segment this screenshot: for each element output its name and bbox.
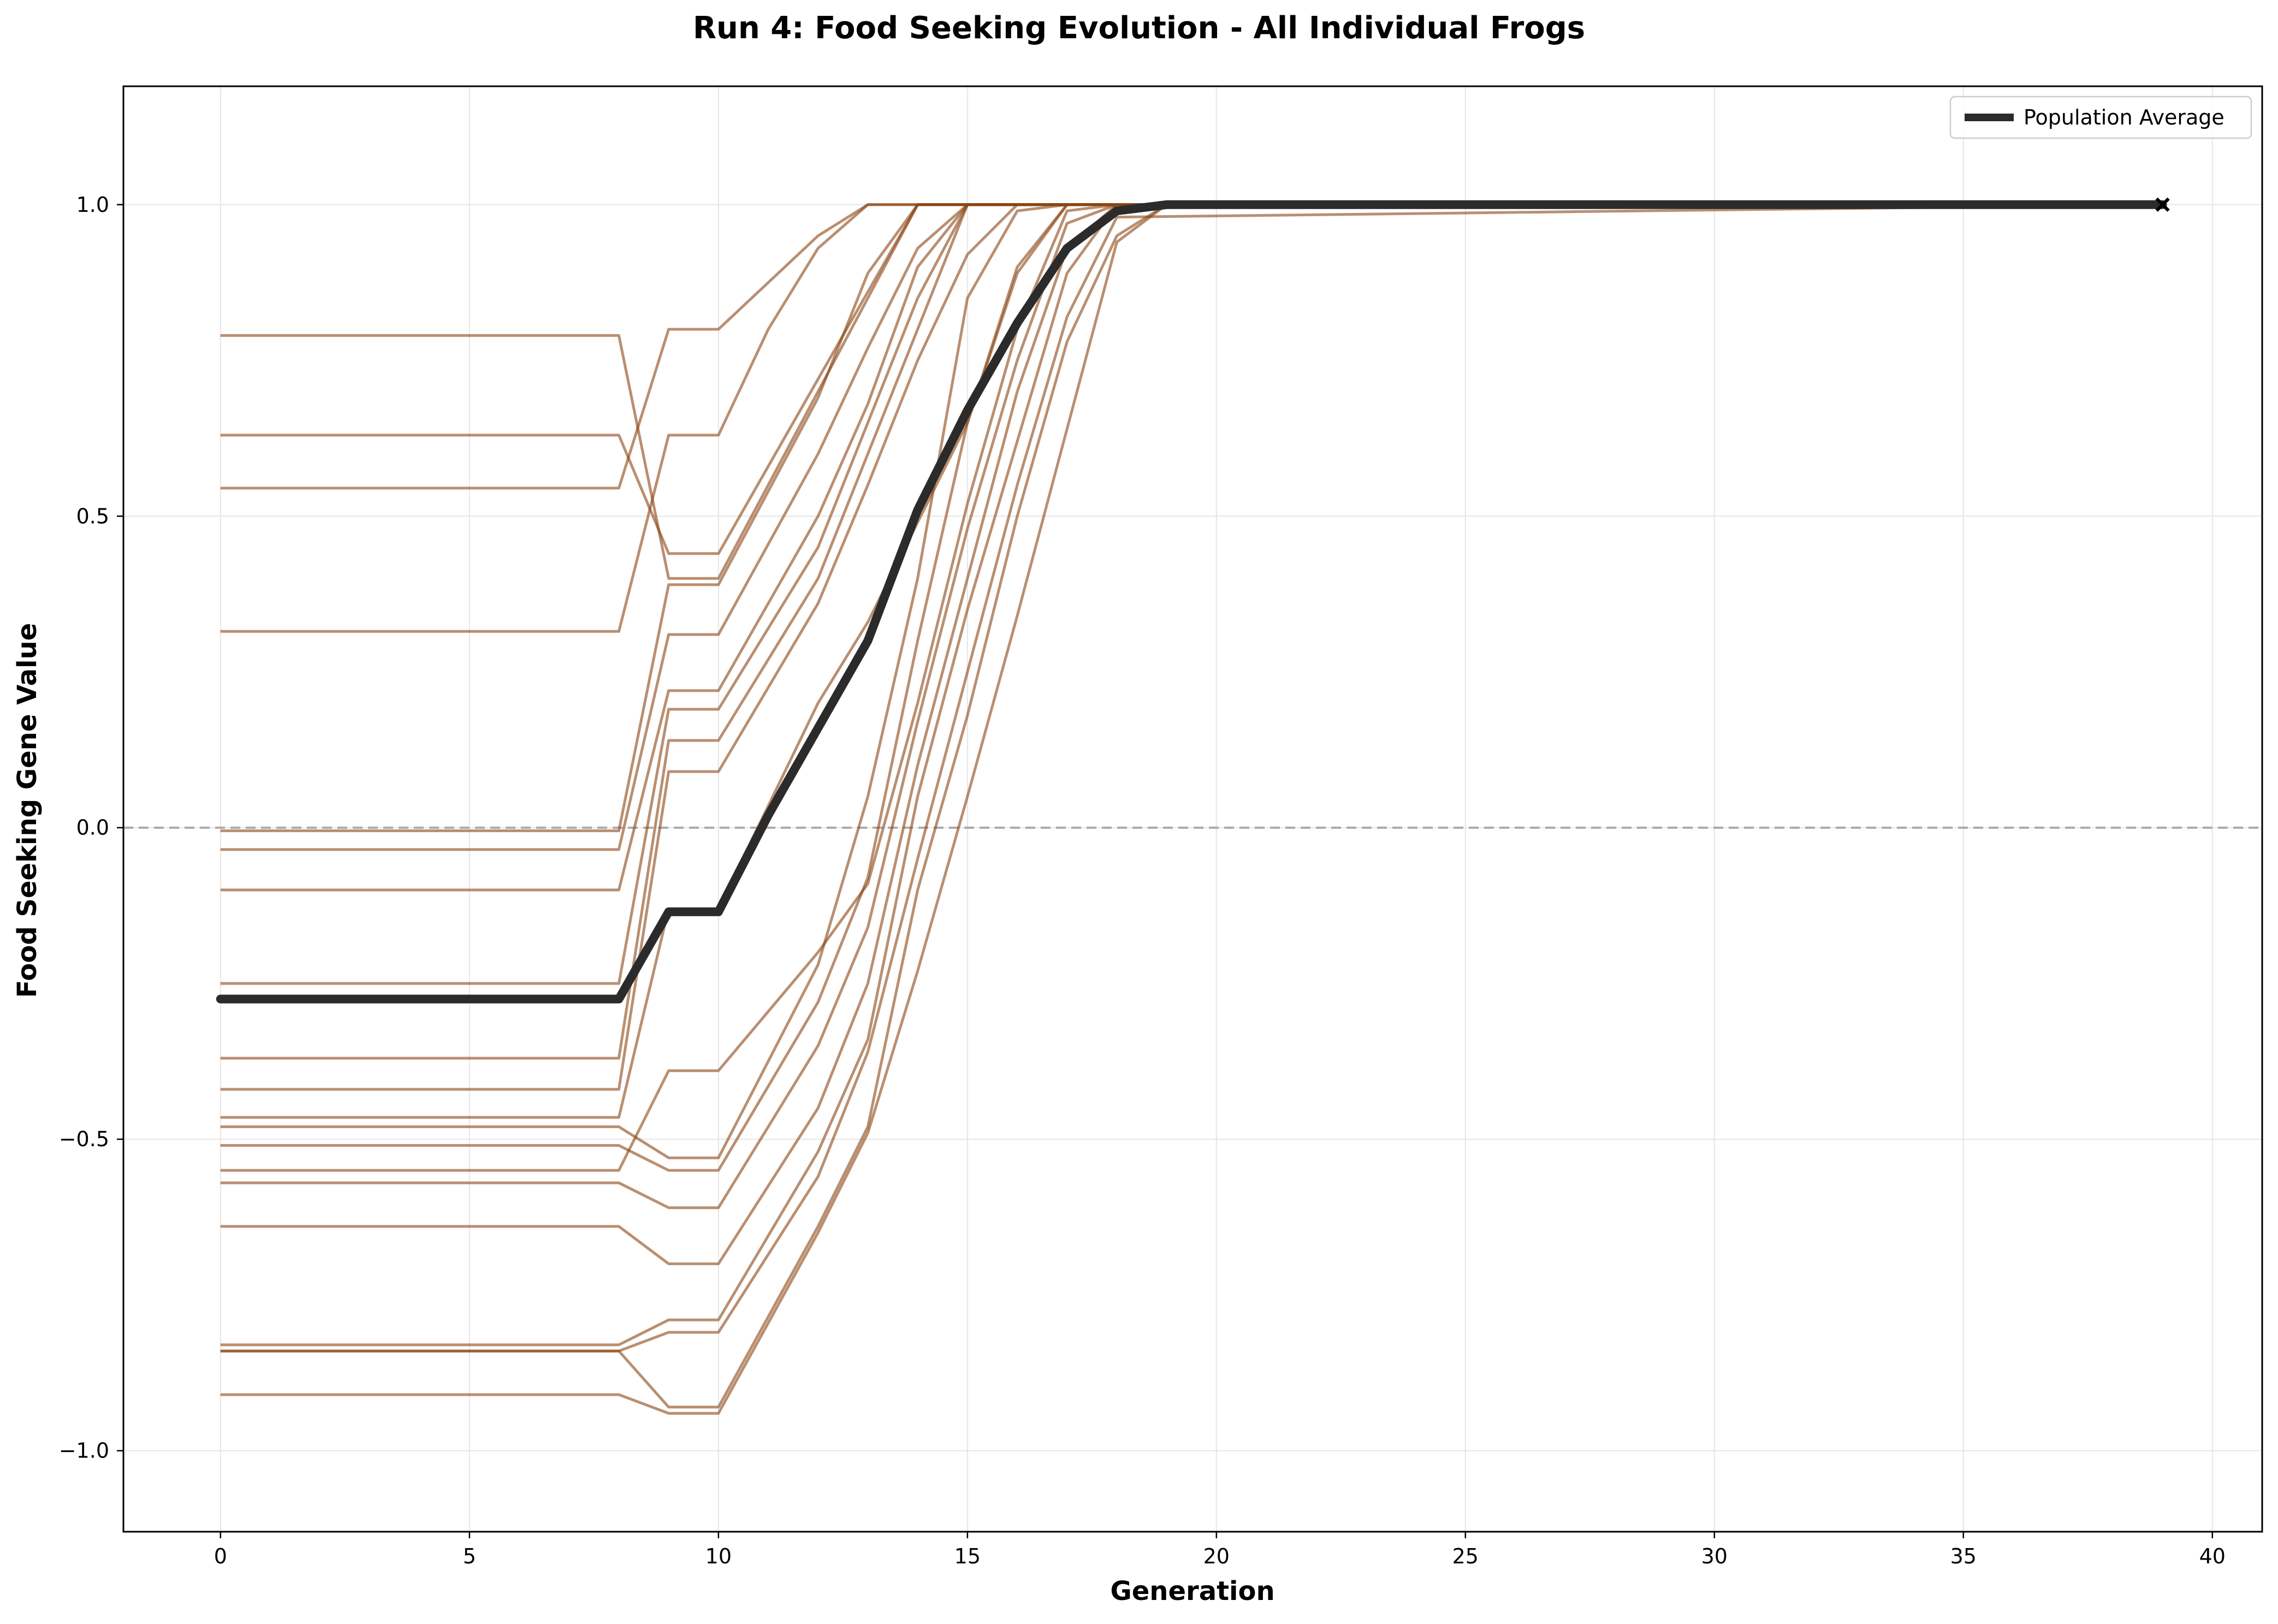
x-tick-label: 5 bbox=[463, 1544, 476, 1568]
individual-frog-line bbox=[220, 203, 2163, 1091]
individual-frog-line bbox=[220, 203, 2163, 1415]
x-tick-label: 10 bbox=[705, 1544, 732, 1568]
x-tick-label: 30 bbox=[1701, 1544, 1728, 1568]
legend-average-label: Population Average bbox=[2024, 105, 2224, 129]
legend: Population Average bbox=[1949, 96, 2252, 139]
x-tick-label: 15 bbox=[954, 1544, 981, 1568]
chart-title: Run 4: Food Seeking Evolution - All Indi… bbox=[693, 10, 1585, 46]
population-average-series bbox=[216, 197, 2170, 1004]
y-tick-label: −1.0 bbox=[59, 1439, 109, 1463]
x-tick-label: 25 bbox=[1452, 1544, 1479, 1568]
individual-frog-line bbox=[220, 203, 2163, 1172]
individual-frog-line bbox=[220, 203, 2163, 1347]
x-tick-label: 35 bbox=[1950, 1544, 1977, 1568]
y-tick-label: 1.0 bbox=[76, 193, 109, 217]
individual-frog-line bbox=[220, 203, 2163, 1409]
individual-frog-line bbox=[220, 203, 2163, 985]
individual-frog-line bbox=[220, 203, 2163, 892]
x-axis-label: Generation bbox=[1110, 1576, 1274, 1607]
y-tick-label: 0.0 bbox=[76, 816, 109, 840]
plot-area-frame bbox=[122, 85, 2263, 1533]
y-tick-label: 0.5 bbox=[76, 504, 109, 528]
individual-frog-line bbox=[220, 203, 2163, 832]
legend-box bbox=[1949, 96, 2252, 139]
x-tick-label: 40 bbox=[2199, 1544, 2226, 1568]
individual-frog-line bbox=[220, 203, 2163, 1210]
x-tick-label: 20 bbox=[1203, 1544, 1230, 1568]
y-tick-label: −0.5 bbox=[59, 1127, 109, 1151]
individual-frog-line bbox=[220, 203, 2163, 1119]
individual-frog-line bbox=[220, 203, 2163, 1159]
final-generation-marker bbox=[2155, 197, 2170, 212]
individual-frog-line bbox=[220, 203, 2163, 851]
individual-frog-line bbox=[220, 203, 2163, 633]
x-tick-label: 0 bbox=[214, 1544, 227, 1568]
individual-frog-line bbox=[220, 203, 2163, 1060]
individual-frog-line bbox=[220, 203, 2163, 1172]
y-axis-label: Food Seeking Gene Value bbox=[12, 623, 43, 998]
axis-ticks: 0 5 10 15 20 25 30 35 40 −1.0 −0.5 0.0 0.5 1.0 bbox=[59, 193, 2226, 1568]
individual-frog-line bbox=[220, 203, 2163, 1353]
population-average-line bbox=[216, 200, 2167, 1004]
